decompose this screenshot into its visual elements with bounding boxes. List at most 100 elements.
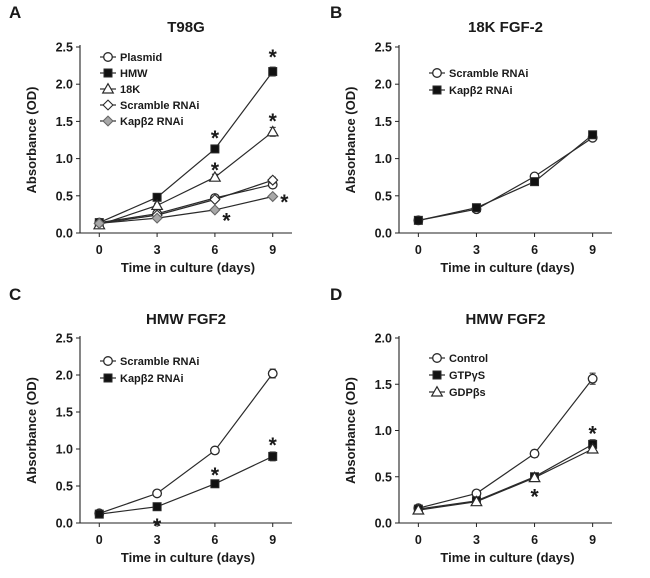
x-tick-label: 0	[96, 243, 103, 257]
significance-star: *	[211, 159, 220, 182]
data-point	[587, 373, 598, 384]
series-line	[99, 455, 273, 515]
legend-marker	[432, 370, 442, 380]
y-tick-label: 0.0	[375, 517, 392, 531]
significance-star: *	[269, 110, 278, 133]
y-tick-label: 1.0	[56, 443, 73, 457]
data-point	[267, 174, 279, 186]
y-tick-label: 2.5	[375, 41, 392, 55]
legend-label: GDPβs	[449, 387, 486, 399]
x-tick-label: 0	[415, 533, 422, 547]
data-point	[151, 212, 163, 224]
series-line	[418, 443, 593, 510]
legend-label: Scramble RNAi	[449, 68, 528, 80]
y-tick-label: 0.5	[375, 470, 392, 484]
x-tick-label: 6	[531, 533, 538, 547]
data-point	[208, 170, 222, 182]
y-tick-label: 2.0	[56, 78, 73, 92]
y-tick-label: 0.0	[56, 227, 73, 241]
significance-star: *	[589, 422, 598, 445]
data-point	[209, 204, 221, 216]
x-tick-label: 6	[531, 243, 538, 257]
panel-letter: D	[330, 285, 342, 304]
x-tick-label: 3	[154, 533, 161, 547]
legend-marker	[103, 356, 113, 366]
legend-marker	[103, 52, 113, 62]
data-point	[471, 203, 481, 213]
series-2	[412, 442, 599, 515]
y-tick-label: 2.0	[56, 369, 73, 383]
data-point	[209, 445, 220, 456]
y-tick-label: 1.0	[56, 152, 73, 166]
legend-marker	[430, 385, 444, 397]
legend-label: Control	[449, 353, 488, 365]
series-line	[99, 71, 274, 224]
series-1	[94, 451, 278, 519]
series-line	[99, 373, 274, 514]
y-tick-label: 0.0	[375, 227, 392, 241]
legend-label: GTPγS	[449, 370, 485, 382]
y-tick-label: 1.0	[375, 424, 392, 438]
panel-letter: C	[9, 285, 21, 304]
legend-label: HMW	[120, 68, 148, 80]
data-point	[530, 177, 540, 187]
x-tick-label: 6	[211, 243, 218, 257]
legend-marker	[103, 373, 113, 383]
y-tick-label: 1.0	[375, 152, 392, 166]
data-point	[470, 495, 483, 507]
series-line	[418, 448, 593, 511]
panel-title: HMW FGF2	[466, 311, 546, 328]
legend-label: Plasmid	[120, 52, 162, 64]
panel-b: B 18K FGF-2 0.0 0.5 1.0 1.5 2.0 2.5 0 3 6 9 Time in …	[330, 3, 612, 275]
data-point	[210, 144, 220, 154]
significance-star: *	[280, 191, 289, 214]
data-point	[529, 448, 540, 459]
series-4	[93, 190, 279, 230]
legend-marker	[102, 99, 114, 111]
data-point	[267, 368, 278, 379]
series-line	[99, 131, 274, 226]
x-tick-label: 0	[96, 533, 103, 547]
legend-label: Kapβ2 RNAi	[120, 116, 184, 128]
x-axis-label: Time in culture (days)	[121, 260, 255, 275]
y-axis-label: Absorbance (OD)	[24, 87, 39, 194]
x-tick-label: 3	[154, 243, 161, 257]
series-line	[418, 378, 594, 509]
data-point	[586, 442, 599, 454]
legend: Scramble RNAi Kapβ2 RNAi	[429, 68, 528, 97]
panel-letter: B	[330, 3, 342, 22]
series-line	[418, 134, 593, 221]
series-1	[413, 130, 598, 225]
y-tick-label: 2.0	[375, 78, 392, 92]
data-point	[268, 67, 278, 77]
series-line	[99, 179, 273, 224]
series-line	[418, 137, 593, 221]
data-point	[93, 217, 105, 230]
significance-star: *	[222, 210, 231, 233]
data-point	[152, 502, 162, 512]
y-axis-label: Absorbance (OD)	[24, 377, 39, 484]
series-line	[99, 195, 273, 224]
legend-label: Kapβ2 RNAi	[449, 85, 513, 97]
x-tick-label: 9	[589, 533, 596, 547]
y-tick-label: 1.5	[375, 378, 392, 392]
series-0	[413, 372, 598, 514]
series-0	[413, 132, 598, 226]
legend-label: 18K	[120, 84, 140, 96]
data-point	[152, 488, 163, 499]
legend-marker	[432, 353, 442, 363]
x-tick-label: 6	[211, 533, 218, 547]
legend-marker	[103, 68, 113, 78]
data-point	[266, 125, 280, 137]
data-point	[268, 451, 278, 461]
x-tick-label: 9	[269, 533, 276, 547]
significance-star: *	[269, 46, 278, 69]
series-line	[99, 184, 273, 224]
legend-marker	[102, 115, 114, 127]
panel-title: HMW FGF2	[146, 311, 226, 328]
panel-title: 18K FGF-2	[468, 19, 543, 36]
legend-label: Kapβ2 RNAi	[120, 373, 184, 385]
x-axis-label: Time in culture (days)	[440, 260, 574, 275]
panel-a: A T98G 0.0 0.5 1.0 1.5 2.0 2.5 0 3 6 9 Time in cultu…	[9, 3, 292, 275]
